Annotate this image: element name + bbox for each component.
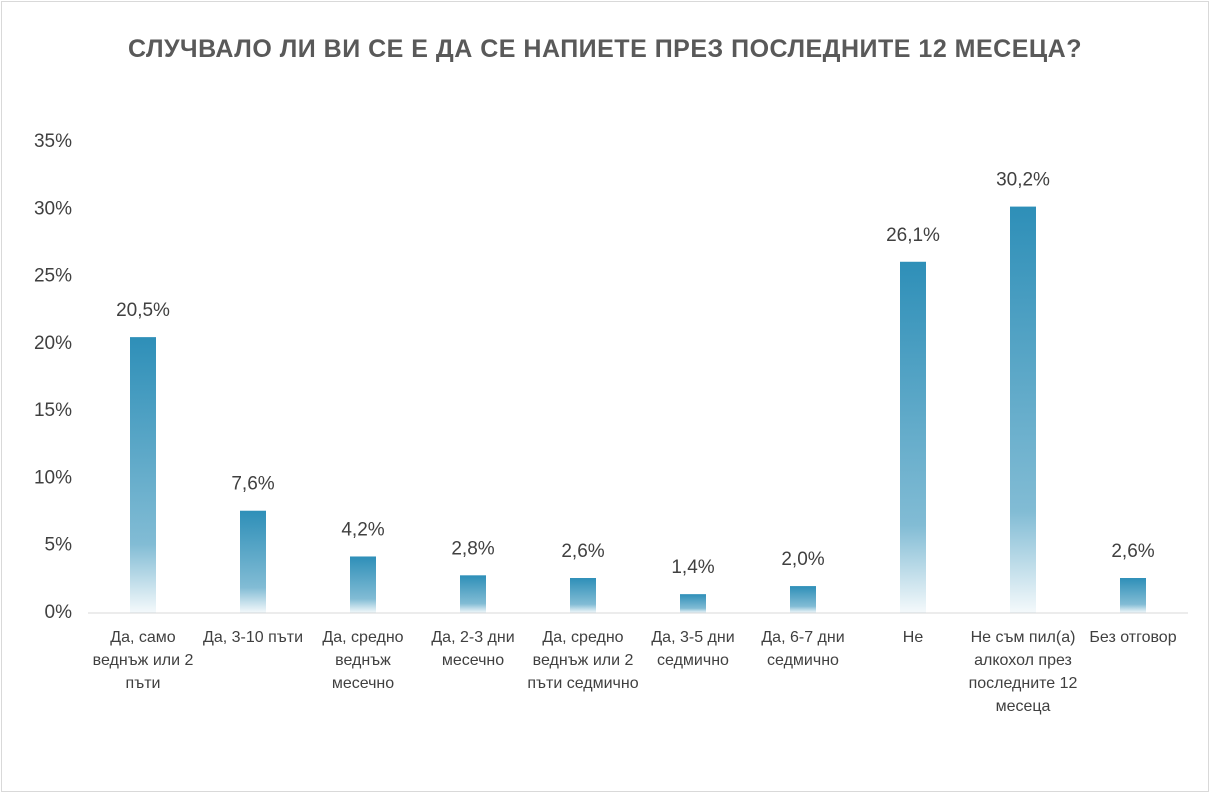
- x-tick-label: Без отговор: [1089, 629, 1177, 646]
- bar: [790, 586, 816, 613]
- data-label: 26,1%: [886, 225, 940, 246]
- data-label: 4,2%: [341, 519, 384, 540]
- x-tick-label: Да, средно веднъж месечно: [322, 629, 404, 692]
- x-tick-label: Да, 2-3 дни месечно: [431, 629, 515, 669]
- data-label: 2,6%: [561, 541, 604, 562]
- x-tick-label: Да, само веднъж или 2 пъти: [92, 629, 194, 692]
- x-tick-label: Да, 6-7 дни седмично: [761, 629, 845, 669]
- chart-title: СЛУЧВАЛО ЛИ ВИ СЕ Е ДА СЕ НАПИЕТЕ ПРЕЗ П…: [128, 35, 1082, 63]
- bar: [680, 594, 706, 613]
- bar: [240, 510, 266, 613]
- bar: [570, 578, 596, 613]
- x-tick-label: Да, средно веднъж или 2 пъти седмично: [527, 629, 639, 692]
- bar: [900, 261, 926, 613]
- x-tick-label: Да, 3-5 дни седмично: [651, 629, 735, 669]
- data-label: 20,5%: [116, 300, 170, 321]
- y-tick-label: 30%: [34, 198, 72, 219]
- y-tick-label: 15%: [34, 400, 72, 421]
- data-label: 7,6%: [231, 474, 274, 495]
- bar: [130, 337, 156, 613]
- bar: [460, 575, 486, 613]
- y-tick-label: 5%: [45, 535, 73, 556]
- bar: [350, 556, 376, 613]
- y-tick-label: 20%: [34, 333, 72, 354]
- data-label: 2,8%: [451, 538, 494, 559]
- y-tick-label: 25%: [34, 266, 72, 287]
- bar: [1120, 578, 1146, 613]
- x-tick-label: Не съм пил(а) алкохол през последните 12…: [968, 629, 1078, 715]
- x-tick-label: Не: [902, 629, 924, 646]
- y-tick-label: 35%: [34, 131, 72, 152]
- bar: [1010, 206, 1036, 613]
- data-label: 1,4%: [671, 557, 714, 578]
- y-tick-label: 0%: [45, 602, 73, 623]
- y-tick-label: 10%: [34, 467, 72, 488]
- data-label: 30,2%: [996, 170, 1050, 191]
- data-label: 2,0%: [781, 549, 824, 570]
- data-label: 2,6%: [1111, 541, 1154, 562]
- x-tick-label: Да, 3-10 пъти: [202, 629, 304, 646]
